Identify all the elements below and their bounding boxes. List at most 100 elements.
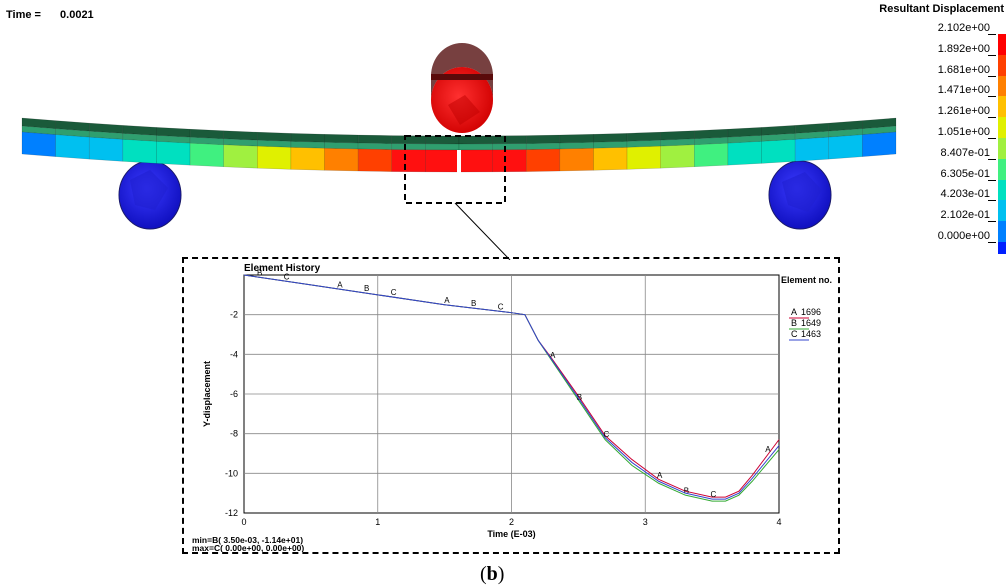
beam-element <box>21 131 56 157</box>
x-tick-label: 2 <box>509 517 514 527</box>
legend-swatch <box>998 200 1006 222</box>
y-tick-label: -4 <box>230 349 238 359</box>
legend-tick <box>988 158 996 160</box>
beam-element <box>458 135 493 145</box>
legend-tick <box>988 221 996 223</box>
beam-element <box>862 131 897 157</box>
legend-tick <box>988 200 996 202</box>
legend-title: Resultant Displacement <box>879 3 1004 15</box>
series-marker-C: C <box>603 430 609 439</box>
beam-element <box>828 134 863 160</box>
right-support-roller <box>768 160 832 230</box>
beam-element <box>391 143 426 151</box>
legend-swatch <box>998 117 1006 138</box>
series-marker-A: A <box>444 296 450 305</box>
beam-element <box>525 148 561 172</box>
beam-element <box>290 147 325 171</box>
beam-element <box>492 143 527 151</box>
chart-title: Element History <box>244 263 321 274</box>
y-tick-label: -2 <box>230 310 238 320</box>
series-marker-B: B <box>684 486 689 495</box>
beam-contour <box>21 117 897 180</box>
legend-swatch <box>998 75 1006 97</box>
beam-element <box>357 148 393 172</box>
legend-swatch <box>998 34 1006 55</box>
beam-element <box>55 134 90 160</box>
legend-tick <box>988 96 996 98</box>
series-line-C <box>243 274 780 500</box>
legend-tick <box>988 179 996 181</box>
notch <box>457 150 461 180</box>
beam-model-view <box>21 43 897 260</box>
beam-element <box>492 149 527 173</box>
series-marker-A: A <box>657 471 663 480</box>
beam-element <box>257 131 292 142</box>
series-marker-C: C <box>710 490 716 499</box>
beam-element <box>559 142 594 150</box>
beam-element <box>324 142 359 150</box>
legend-swatch <box>998 138 1006 159</box>
series-marker-C: C <box>391 288 397 297</box>
x-tick-label: 4 <box>776 517 781 527</box>
figure-caption: (b) <box>480 563 505 585</box>
element-history-chart: 0 1 2 3 4 -2 -4 -6 -8 -10 -12 Element History Time (… <box>192 263 832 552</box>
legend-value: 2.102e+00 <box>937 22 990 34</box>
y-tick-label: -8 <box>230 429 238 439</box>
legend-tick <box>988 117 996 119</box>
beam-element <box>122 139 157 164</box>
beam-element <box>324 134 359 144</box>
x-tick-label: 3 <box>643 517 648 527</box>
x-tick-label: 1 <box>375 517 380 527</box>
legend-value: 1.261e+00 <box>937 105 990 118</box>
beam-element <box>189 142 224 168</box>
legend-swatch <box>998 96 1006 118</box>
y-tick-label: -10 <box>225 468 238 478</box>
legend-tick <box>988 54 996 56</box>
beam-element <box>593 147 628 171</box>
beam-element <box>660 144 695 169</box>
legend-tick <box>988 34 996 35</box>
series-marker-B: B <box>364 284 369 293</box>
beam-element <box>324 148 359 172</box>
legend-marker-A: A <box>791 307 797 317</box>
beam-element <box>458 143 493 151</box>
beam-element <box>257 145 292 170</box>
time-value: 0.0021 <box>60 9 94 21</box>
legend-tick <box>988 75 996 77</box>
beam-element <box>425 135 460 145</box>
legend-value: 1.051e+00 <box>937 126 990 138</box>
beam-element <box>525 142 561 150</box>
beam-element <box>290 133 325 143</box>
series-marker-B: B <box>577 393 582 402</box>
beam-element <box>593 133 628 143</box>
beam-element <box>727 141 762 166</box>
beam-element <box>458 149 493 173</box>
beam-element <box>425 149 460 173</box>
beam-element <box>525 134 561 144</box>
beam-element <box>357 134 393 144</box>
legend-series-name: 1463 <box>801 329 821 339</box>
x-axis-label: Time (E-03) <box>487 529 535 539</box>
series-marker-C: C <box>498 302 504 311</box>
series-marker-C: C <box>284 272 290 281</box>
legend-swatch <box>998 242 1006 254</box>
legend-swatch <box>998 54 1006 76</box>
series-marker-A: A <box>337 280 343 289</box>
legend-value: 6.305e-01 <box>940 167 990 180</box>
y-axis-label: Y-displacement <box>202 361 212 427</box>
min-annotation: min=B( 3.50e-03, -1.14e+01) <box>192 535 303 545</box>
legend-swatch <box>998 179 1006 201</box>
legend-value: 1.681e+00 <box>937 63 990 76</box>
legend-marker-C: C <box>791 329 798 339</box>
caption-letter: b <box>486 563 498 585</box>
legend-marker-B: B <box>791 318 797 328</box>
legend-value: 4.203e-01 <box>940 188 990 201</box>
legend-swatch <box>998 158 1006 180</box>
y-tick-label: -12 <box>225 508 238 518</box>
beam-element <box>223 144 258 169</box>
time-label-text: Time = <box>6 9 41 21</box>
beam-element <box>626 131 661 142</box>
legend-swatch <box>998 221 1006 242</box>
series-marker-B: B <box>257 268 262 277</box>
legend-title: Element no. <box>781 275 832 285</box>
